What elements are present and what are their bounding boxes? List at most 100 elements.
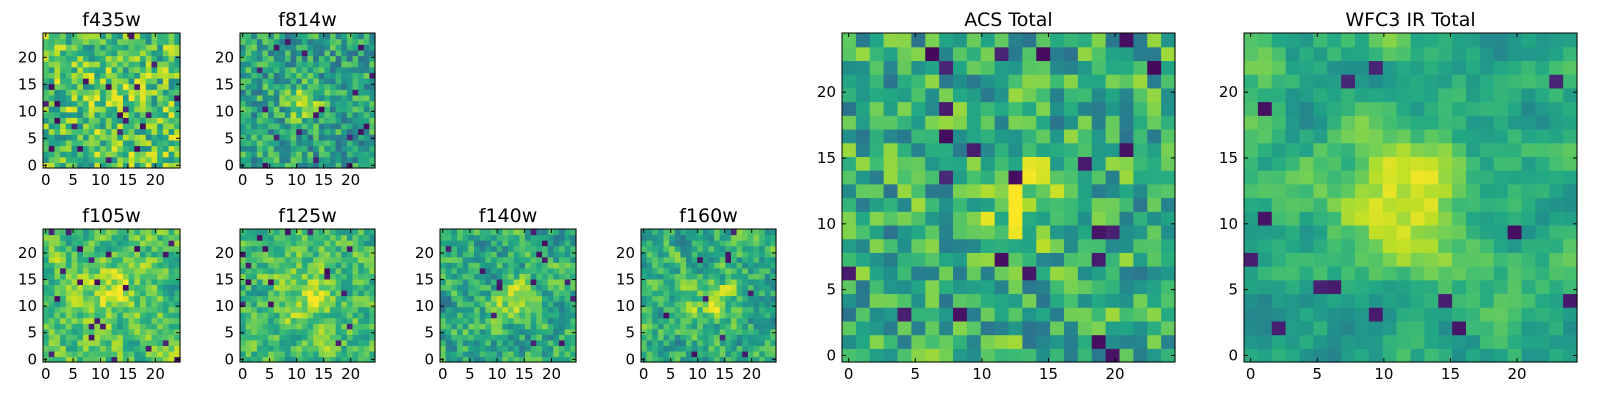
- heatmap-cell: [1299, 334, 1314, 349]
- heatmap-cell: [369, 273, 376, 280]
- heatmap-cell: [1341, 224, 1356, 240]
- heatmap-cell: [71, 83, 78, 90]
- heatmap-cell: [273, 123, 280, 130]
- heatmap-cell: [1410, 279, 1425, 295]
- heatmap-cell: [105, 251, 113, 258]
- heatmap-cell: [240, 339, 247, 346]
- heatmap-cell: [519, 339, 526, 346]
- heatmap-cell: [508, 339, 515, 346]
- heatmap-cell: [657, 312, 665, 319]
- heatmap-cell: [313, 306, 320, 313]
- heatmap-cell: [262, 156, 269, 163]
- heatmap-cell: [869, 266, 885, 281]
- heatmap-cell: [140, 345, 147, 352]
- heatmap-cell: [883, 183, 899, 199]
- heatmap-cell: [925, 348, 940, 363]
- heatmap-cell: [100, 278, 107, 286]
- heatmap-cell: [140, 33, 147, 40]
- heatmap-cell: [1036, 156, 1051, 171]
- heatmap-cell: [369, 100, 376, 107]
- heatmap-cell: [157, 106, 164, 113]
- heatmap-cell: [1396, 197, 1412, 212]
- heatmap-cell: [652, 356, 659, 363]
- heatmap-cell: [994, 320, 1010, 336]
- heatmap-cell: [1549, 238, 1564, 253]
- heatmap-cell: [474, 345, 481, 352]
- heatmap-cell: [335, 61, 342, 68]
- heatmap-cell: [1424, 334, 1439, 349]
- heatmap-cell: [519, 317, 526, 324]
- heatmap-cell: [268, 61, 275, 68]
- heatmap-cell: [157, 273, 164, 280]
- heatmap-cell: [369, 145, 376, 152]
- heatmap-cell: [708, 267, 715, 274]
- heatmap-cell: [296, 306, 303, 313]
- heatmap-cell: [1507, 128, 1523, 144]
- heatmap-cell: [352, 306, 359, 313]
- heatmap-cell: [966, 197, 982, 212]
- heatmap-cell: [71, 323, 78, 330]
- heatmap-cell: [1244, 128, 1259, 144]
- heatmap-cell: [474, 240, 481, 247]
- heatmap-cell: [1563, 279, 1578, 295]
- heatmap-cell: [290, 334, 297, 341]
- heatmap-cell: [479, 284, 486, 291]
- heatmap-cell: [855, 128, 871, 144]
- heatmap-cell: [440, 317, 447, 324]
- heatmap-cell: [451, 356, 458, 363]
- heatmap-cell: [1382, 156, 1398, 171]
- heatmap-cell: [128, 273, 135, 280]
- heatmap-cell: [1521, 115, 1536, 130]
- heatmap-cell: [335, 89, 342, 96]
- heatmap-cell: [491, 312, 498, 319]
- heatmap-cell: [117, 328, 124, 335]
- heatmap-cell: [474, 245, 481, 252]
- heatmap-cell: [94, 278, 101, 286]
- heatmap-cell: [82, 301, 90, 308]
- heatmap-cell: [174, 284, 181, 291]
- heatmap-cell: [307, 234, 314, 241]
- heatmap-cell: [855, 60, 871, 75]
- heatmap-cell: [245, 162, 252, 169]
- heatmap-cell: [1535, 46, 1550, 62]
- heatmap-cell: [94, 49, 101, 57]
- heatmap-cell: [966, 238, 982, 253]
- heatmap-cell: [953, 266, 968, 281]
- heatmap-cell: [307, 72, 314, 79]
- heatmap-cell: [508, 301, 515, 308]
- heatmap-cell: [324, 345, 331, 352]
- heatmap-cell: [953, 211, 968, 226]
- heatmap-cell: [358, 151, 365, 158]
- heatmap-cell: [753, 229, 760, 236]
- heatmap-cell: [669, 234, 676, 241]
- heatmap-cell: [508, 334, 515, 341]
- heatmap-cell: [245, 301, 252, 308]
- heatmap-cell: [335, 345, 342, 352]
- heatmap-cell: [925, 279, 940, 295]
- heatmap-cell: [440, 289, 447, 297]
- heatmap-cell: [731, 229, 738, 236]
- heatmap-cell: [352, 94, 359, 102]
- heatmap-cell: [128, 284, 135, 291]
- heatmap-cell: [48, 89, 56, 96]
- heatmap-cell: [358, 245, 365, 252]
- heatmap-cell: [508, 251, 515, 258]
- heatmap-cell: [273, 273, 280, 280]
- heatmap-cell: [519, 278, 526, 286]
- heatmap-cell: [151, 339, 158, 346]
- heatmap-cell: [307, 306, 314, 313]
- heatmap-cell: [1008, 87, 1023, 103]
- heatmap-cell: [346, 162, 354, 169]
- heatmap-cell: [105, 145, 113, 152]
- heatmap-cell: [753, 267, 760, 274]
- heatmap-cell: [77, 245, 84, 252]
- heatmap-cell: [553, 350, 560, 358]
- heatmap-cell: [731, 234, 738, 241]
- heatmap-cell: [256, 328, 264, 335]
- heatmap-cell: [151, 245, 158, 252]
- heatmap-cell: [77, 267, 84, 274]
- heatmap-cell: [657, 262, 665, 269]
- heatmap-cell: [869, 33, 885, 48]
- heatmap-cell: [77, 273, 84, 280]
- heatmap-cell: [1119, 183, 1134, 199]
